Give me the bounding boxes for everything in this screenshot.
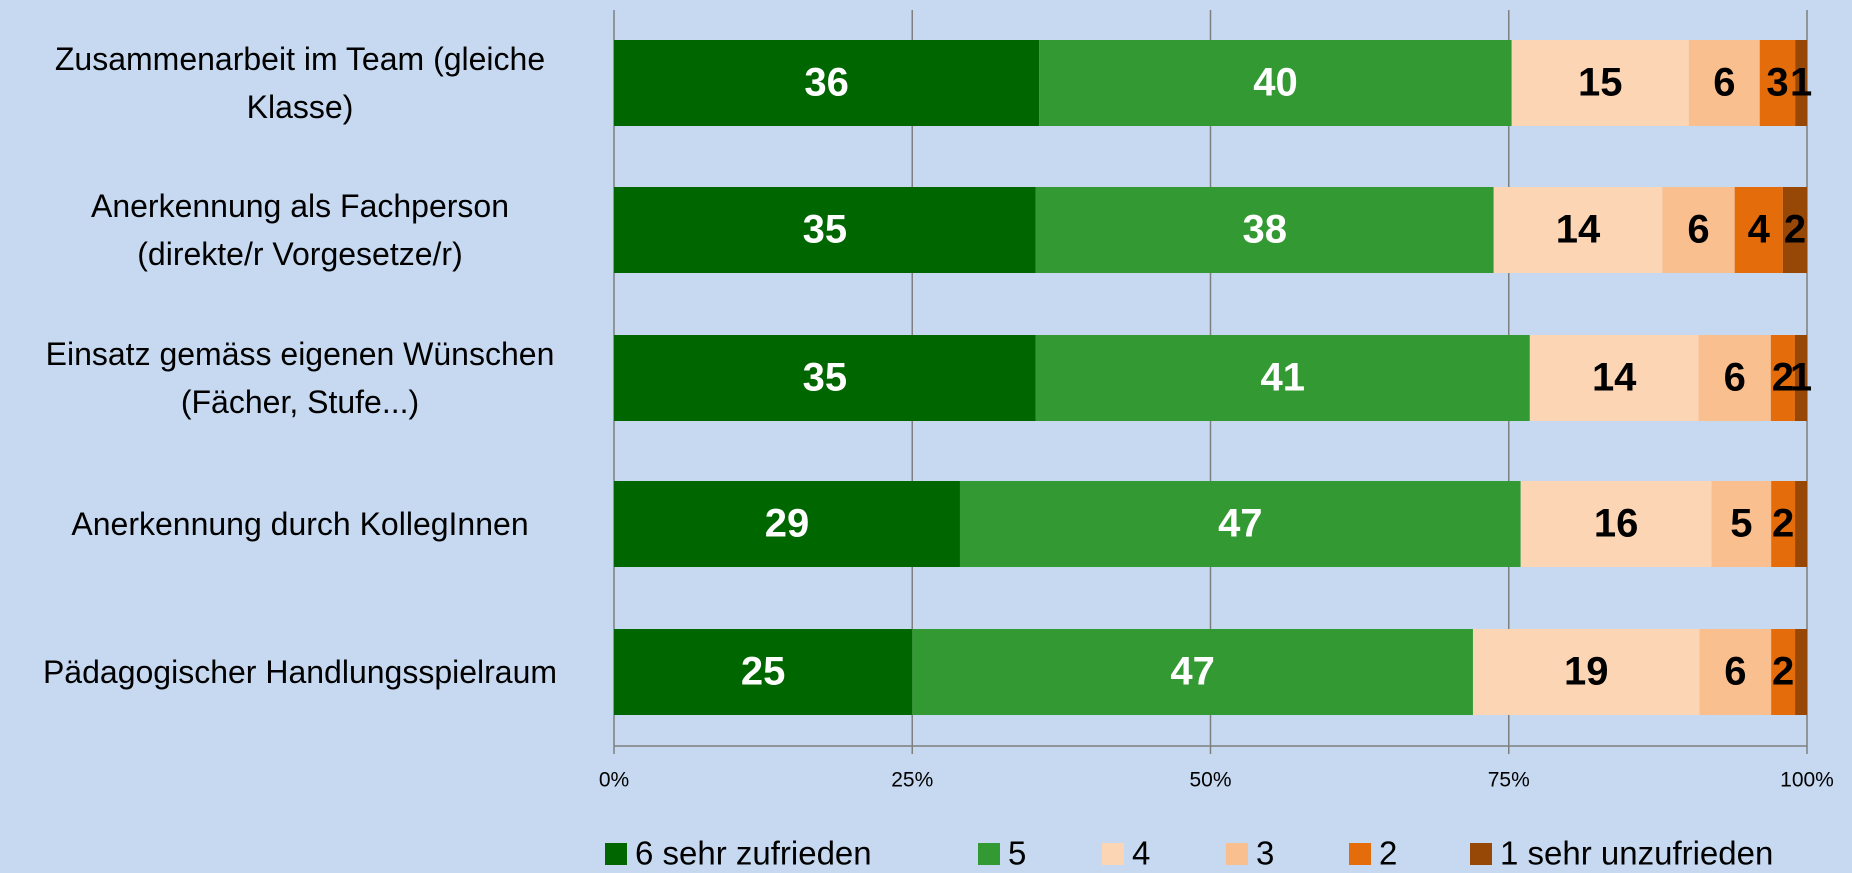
legend-swatch [1226,843,1248,865]
value-label: 1 [1790,61,1812,105]
bar-segment [1794,335,1807,421]
bar-segment [1759,40,1796,126]
value-label: 15 [1578,61,1623,105]
bar-segment [614,481,960,567]
value-label: 6 [1687,208,1709,252]
bar-segment [1039,40,1512,126]
bar-segment [1511,40,1689,126]
category-label: Pädagogischer Handlungsspielraum [42,654,558,690]
bar-segment [1771,481,1796,567]
bar-segment [614,629,913,715]
legend-swatch [605,843,627,865]
legend-label: 4 [1132,835,1150,872]
category-label: Zusammenarbeit im Team (gleiche Klasse) [54,41,546,125]
value-label: 35 [803,356,848,400]
category-label: Anerkennung durch KollegInnen [71,506,529,542]
bar-segment [1795,481,1807,567]
bar-segment [1688,40,1760,126]
value-label: 6 [1724,356,1746,400]
bar-segment [1795,40,1807,126]
value-label: 2 [1772,356,1794,400]
value-label: 6 [1724,650,1746,694]
value-label: 1 [1790,356,1812,400]
legend-label: 6 sehr zufrieden [635,835,872,872]
bar-segment [1035,187,1494,273]
legend-swatch [1102,843,1124,865]
value-label: 6 [1713,61,1735,105]
value-label: 25 [741,650,786,694]
bar-segment [1520,481,1712,567]
bar-segment [1529,335,1699,421]
bar-segment [1770,335,1795,421]
bar-segment [1771,629,1796,715]
value-label: 5 [1730,502,1752,546]
value-label: 2 [1772,502,1794,546]
value-label: 47 [1170,650,1215,694]
value-label: 40 [1253,61,1298,105]
legend-label: 5 [1008,835,1026,872]
bar-segment [1782,187,1807,273]
value-label: 41 [1261,356,1306,400]
bar-segment [1698,335,1771,421]
value-label: 4 [1748,208,1771,252]
bar-segment [1795,629,1807,715]
value-label: 35 [803,208,848,252]
bar-segment [1699,629,1772,715]
value-label: 29 [765,502,810,546]
bar-segment [614,40,1040,126]
legend-label: 1 sehr unzufrieden [1500,835,1773,872]
bar-segment [912,629,1473,715]
bar-segment [1472,629,1700,715]
legend-label: 2 [1379,835,1397,872]
category-label: Anerkennung als Fachperson (direkte/r Vo… [90,188,510,272]
x-tick-label: 50% [1189,769,1231,792]
value-label: 36 [804,61,849,105]
x-tick-label: 25% [891,769,933,792]
bar-segment [614,187,1036,273]
legend-swatch [1470,843,1492,865]
category-label: Einsatz gemäss eigenen Wünschen (Fächer,… [45,336,555,420]
value-label: 19 [1564,650,1609,694]
legend-swatch [1349,843,1371,865]
value-label: 47 [1218,502,1263,546]
x-tick-label: 0% [599,769,629,792]
value-label: 2 [1772,650,1794,694]
x-tick-label: 75% [1488,769,1530,792]
bar-segment [1734,187,1783,273]
bar-segment [1711,481,1772,567]
bar-segment [614,335,1036,421]
value-label: 16 [1594,502,1639,546]
value-label: 3 [1766,61,1788,105]
value-label: 38 [1242,208,1287,252]
x-tick-label: 100% [1780,769,1834,792]
legend-swatch [978,843,1000,865]
legend-label: 3 [1256,835,1274,872]
value-label: 14 [1592,356,1637,400]
bar-segment [1662,187,1735,273]
value-label: 14 [1556,208,1601,252]
bar-segment [1035,335,1530,421]
bar-segment [959,481,1521,567]
value-label: 2 [1784,208,1806,252]
bar-segment [1493,187,1663,273]
